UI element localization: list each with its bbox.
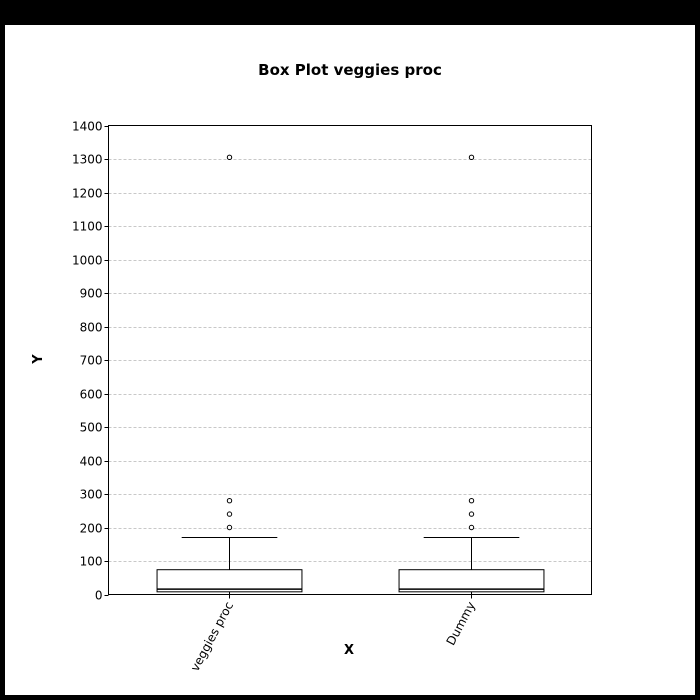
x-axis: veggies proc Dummy <box>188 594 479 674</box>
box-0 <box>156 154 303 595</box>
outlier-point <box>468 511 475 517</box>
y-tick-label: 1400 <box>72 120 103 134</box>
outlier-point <box>468 154 475 161</box>
y-tick-label: 0 <box>95 589 103 603</box>
box-series <box>156 154 545 595</box>
box <box>398 569 545 593</box>
chart-title: Box Plot veggies proc <box>258 61 442 79</box>
x-axis-title: X <box>344 643 354 658</box>
outlier-point <box>226 524 233 531</box>
outlier-point <box>226 154 233 161</box>
y-tick-label: 600 <box>80 388 103 402</box>
y-tick-label: 300 <box>80 488 103 502</box>
y-axis: 0 100 200 300 400 500 600 700 800 900 1000 1100 1200… <box>72 120 109 603</box>
outlier-point <box>226 511 233 517</box>
y-tick-label: 700 <box>80 354 103 368</box>
outlier-point <box>226 498 233 504</box>
y-tick-label: 1200 <box>72 187 103 201</box>
outlier-point <box>468 524 475 531</box>
y-tick-label: 1000 <box>72 254 103 268</box>
y-tick-label: 1300 <box>72 153 103 167</box>
x-tick-label: Dummy <box>444 599 479 647</box>
y-tick-label: 200 <box>80 522 103 536</box>
box <box>156 569 303 593</box>
outlier-point <box>468 498 475 504</box>
box-1 <box>398 154 545 595</box>
y-tick-label: 900 <box>80 287 103 301</box>
y-tick-label: 100 <box>80 555 103 569</box>
y-tick-label: 1100 <box>72 220 103 234</box>
grid-lines <box>108 159 592 562</box>
y-axis-title: Y <box>31 354 46 365</box>
y-tick-label: 800 <box>80 321 103 335</box>
x-tick-label: veggies proc <box>188 599 236 673</box>
y-tick-label: 500 <box>80 421 103 435</box>
y-tick-label: 400 <box>80 455 103 469</box>
